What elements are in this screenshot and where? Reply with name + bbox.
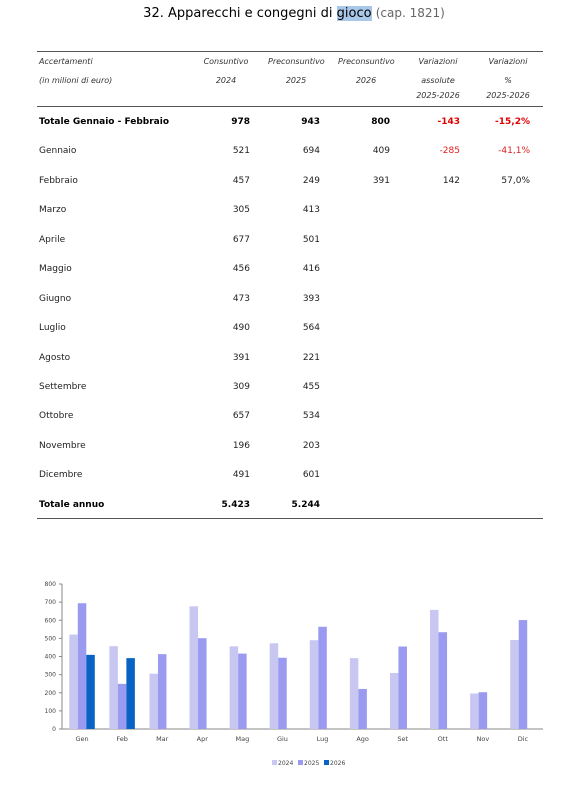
y-tick-label: 700 — [45, 599, 57, 606]
table-row: Totale annuo 5.423 5.244 — [39, 500, 320, 510]
legend-swatch — [298, 760, 303, 765]
bar — [389, 672, 399, 729]
bar — [229, 646, 239, 729]
x-tick-label: Mar — [156, 735, 169, 743]
bar — [278, 657, 287, 729]
page-title: 32. Apparecchi e congegni di gioco (cap.… — [0, 6, 588, 21]
bar — [69, 634, 78, 729]
x-tick-label: Gen — [75, 735, 88, 743]
table-row: Dicembre 491 601 — [39, 470, 320, 480]
title-cap: (cap. 1821) — [375, 6, 445, 20]
bar — [438, 632, 448, 729]
y-tick-label: 300 — [45, 672, 57, 679]
table-row: Luglio 490 564 — [39, 323, 320, 333]
bar — [77, 603, 87, 729]
header-col-2026: Preconsuntivo 2026 — [338, 57, 395, 85]
bar — [510, 640, 519, 729]
title-prefix: 32. Apparecchi e congegni di — [143, 6, 337, 21]
table-row: Febbraio 457 249 391 142 57,0% — [39, 176, 530, 186]
table-row: Aprile 677 501 — [39, 235, 320, 245]
y-tick-label: 500 — [45, 635, 57, 642]
y-tick-label: 100 — [45, 708, 57, 715]
bar — [518, 620, 528, 729]
bar — [358, 688, 367, 729]
bar — [117, 683, 127, 729]
table-row: Ottobre 657 534 — [39, 411, 320, 421]
legend-label: 2026 — [330, 760, 345, 767]
x-tick-label: Lug — [317, 735, 329, 743]
x-tick-label: Apr — [197, 735, 209, 743]
x-tick-label: Set — [397, 735, 408, 743]
bar — [189, 606, 199, 729]
bar — [470, 693, 479, 729]
header-col-var-abs: Variazioni assolute 2025-2026 — [416, 57, 460, 100]
bar — [269, 643, 279, 729]
x-tick-label: Mag — [236, 735, 250, 743]
table-row: Totale Gennaio - Febbraio 978 943 800 -1… — [39, 117, 530, 127]
table-row: Novembre 196 203 — [39, 441, 320, 451]
header-col-var-pct: Variazioni % 2025-2026 — [486, 57, 530, 100]
bar — [198, 638, 207, 729]
y-tick-label: 200 — [45, 690, 57, 697]
y-tick-label: 400 — [45, 654, 57, 661]
table-row: Agosto 391 221 — [39, 353, 320, 363]
y-tick-label: 600 — [45, 617, 57, 624]
x-tick-label: Ago — [356, 735, 369, 743]
x-tick-label: Nov — [477, 735, 490, 743]
y-tick-label: 0 — [52, 726, 56, 733]
legend-label: 2024 — [278, 760, 293, 767]
table-row: Marzo 305 413 — [39, 205, 320, 215]
x-tick-label: Giu — [277, 735, 288, 743]
bar — [86, 654, 95, 729]
bar — [318, 626, 327, 729]
header-col-label: Accertamenti (in milioni di euro) — [39, 57, 113, 85]
bar — [238, 653, 247, 729]
bar — [398, 646, 407, 729]
x-tick-label: Dic — [518, 735, 529, 743]
table-row: Settembre 309 455 — [39, 382, 320, 392]
table-row: Maggio 456 416 — [39, 264, 320, 274]
bar — [126, 658, 135, 729]
title-highlight: gioco — [336, 6, 372, 21]
bar — [349, 658, 359, 729]
header-col-2024: Consuntivo 2024 — [203, 57, 249, 85]
table-bottom-rule — [37, 518, 543, 519]
bar — [157, 654, 167, 729]
table-top-rule — [37, 51, 543, 52]
bar — [478, 692, 488, 729]
header-col-2025: Preconsuntivo 2025 — [268, 57, 325, 85]
bar — [309, 640, 319, 729]
bar — [109, 646, 118, 729]
legend-swatch — [324, 760, 329, 765]
bar — [430, 609, 439, 729]
y-tick-label: 800 — [45, 581, 57, 588]
table-row: Giugno 473 393 — [39, 294, 320, 304]
table-row: Gennaio 521 694 409 -285 -41,1% — [39, 146, 530, 156]
header-bottom-rule — [37, 106, 543, 107]
legend-swatch — [272, 760, 277, 765]
x-tick-label: Feb — [116, 735, 128, 743]
bar — [149, 673, 158, 729]
x-tick-label: Ott — [438, 735, 449, 743]
legend-label: 2025 — [304, 760, 319, 767]
